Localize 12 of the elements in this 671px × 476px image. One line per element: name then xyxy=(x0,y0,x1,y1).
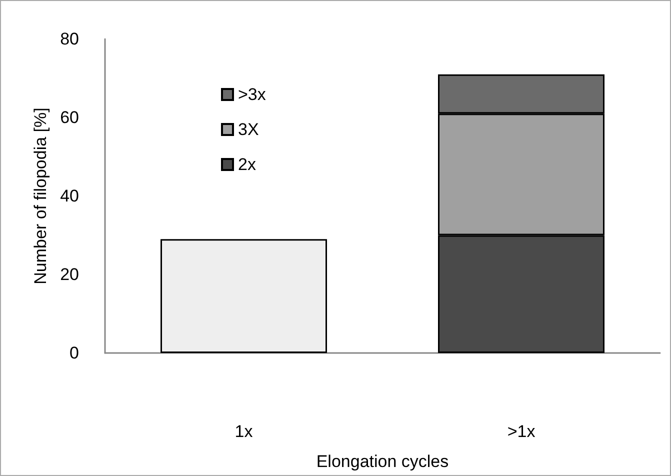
legend-label: 2x xyxy=(238,155,256,174)
x-tick-label: >1x xyxy=(507,422,536,441)
y-axis-title: Number of filopodia [%] xyxy=(31,108,50,284)
x-tick-label: 1x xyxy=(234,422,254,441)
y-tick-label: 40 xyxy=(60,186,79,206)
y-tick-label: 0 xyxy=(70,344,79,362)
y-tick-label: 60 xyxy=(60,108,79,127)
x-axis-title: Elongation cycles xyxy=(316,452,449,471)
y-tick-label: 80 xyxy=(60,30,79,48)
legend-label: 3X xyxy=(238,120,259,139)
y-tick-label: 20 xyxy=(60,265,79,284)
legend-label: >3x xyxy=(238,85,266,104)
